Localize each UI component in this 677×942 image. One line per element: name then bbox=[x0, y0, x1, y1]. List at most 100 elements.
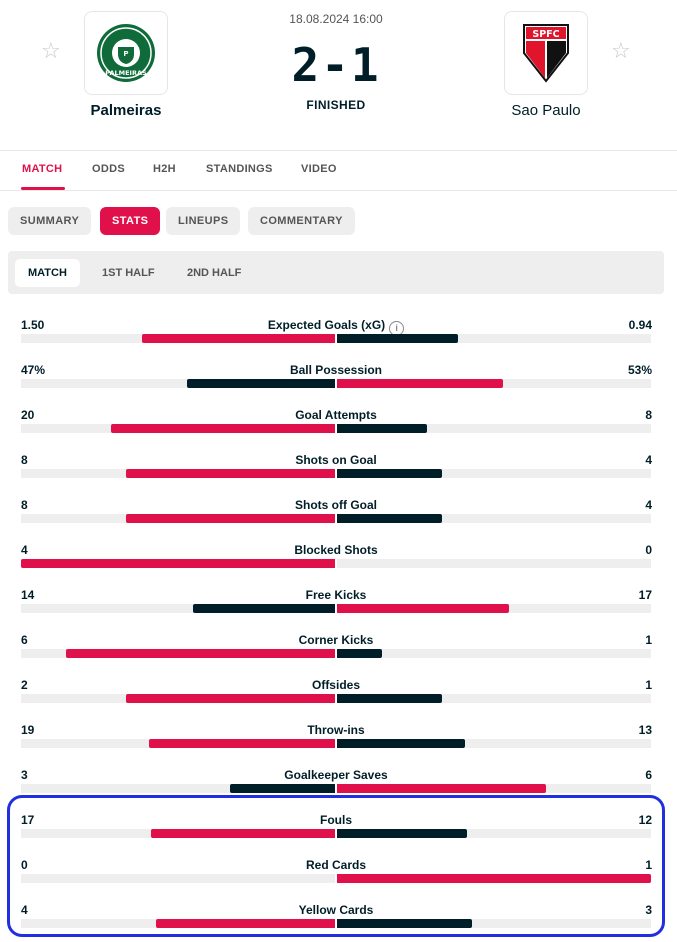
favorite-away-star-icon[interactable]: ☆ bbox=[611, 38, 631, 63]
sao-paulo-crest-icon: SPFC bbox=[523, 24, 569, 83]
stat-away-value: 4 bbox=[645, 498, 652, 512]
stat-name: Free Kicks bbox=[188, 588, 484, 602]
stat-away-bar-track bbox=[337, 559, 651, 568]
stat-away-bar-track bbox=[337, 784, 651, 793]
svg-text:PALMEIRAS: PALMEIRAS bbox=[105, 69, 147, 77]
stat-away-bar-track bbox=[337, 739, 651, 748]
stat-name: Yellow Cards bbox=[188, 903, 484, 917]
stat-away-bar bbox=[337, 514, 442, 523]
tab-standings[interactable]: STANDINGS bbox=[206, 163, 273, 175]
stat-name: Shots off Goal bbox=[188, 498, 484, 512]
stat-away-bar-track bbox=[337, 604, 651, 613]
stat-away-value: 4 bbox=[645, 453, 652, 467]
stat-away-value: 17 bbox=[638, 588, 652, 602]
away-team-name[interactable]: Sao Paulo bbox=[511, 102, 581, 119]
stat-name-label: Offsides bbox=[311, 678, 360, 692]
period-tab-match[interactable]: MATCH bbox=[15, 259, 80, 287]
stat-away-bar bbox=[337, 784, 547, 793]
stat-home-value: 1.50 bbox=[21, 318, 45, 332]
stat-home-value: 17 bbox=[21, 813, 35, 827]
stat-name: Fouls bbox=[188, 813, 484, 827]
stat-home-bar-track bbox=[21, 829, 335, 838]
match-datetime: 18.08.2024 16:00 bbox=[289, 12, 383, 26]
stat-name-label: Free Kicks bbox=[305, 588, 367, 602]
stat-home-bar bbox=[21, 559, 335, 568]
subtab-lineups[interactable]: LINEUPS bbox=[166, 207, 241, 235]
stat-home-bar bbox=[193, 604, 335, 613]
stat-away-bar bbox=[337, 874, 651, 883]
stat-away-value: 13 bbox=[638, 723, 652, 737]
stat-name: Corner Kicks bbox=[188, 633, 484, 647]
stat-name: Ball Possession bbox=[188, 363, 484, 377]
home-team-logo[interactable]: P PALMEIRAS bbox=[84, 11, 168, 95]
tab-match[interactable]: MATCH bbox=[22, 163, 63, 175]
stat-name: Goalkeeper Saves bbox=[188, 768, 484, 782]
stat-name-label: Fouls bbox=[320, 813, 352, 827]
stat-name-label: Goalkeeper Saves bbox=[284, 768, 388, 782]
tab-odds[interactable]: ODDS bbox=[92, 163, 125, 175]
stat-row: 4 Blocked Shots 0 bbox=[0, 537, 677, 582]
subtab-summary[interactable]: SUMMARY bbox=[8, 207, 92, 235]
stat-away-bar bbox=[337, 829, 467, 838]
stat-away-bar bbox=[337, 739, 465, 748]
stat-name-label: Corner Kicks bbox=[298, 633, 374, 647]
stat-home-bar-track bbox=[21, 559, 335, 568]
stat-away-bar-track bbox=[337, 829, 651, 838]
stat-row: 14 Free Kicks 17 bbox=[0, 582, 677, 627]
stat-away-bar bbox=[337, 334, 458, 343]
stat-home-value: 20 bbox=[21, 408, 35, 422]
stat-away-value: 1 bbox=[645, 858, 652, 872]
period-tab-2nd-half[interactable]: 2ND HALF bbox=[187, 267, 242, 279]
stat-row: 2 Offsides 1 bbox=[0, 672, 677, 717]
stat-name: Throw-ins bbox=[188, 723, 484, 737]
stat-home-bar-track bbox=[21, 514, 335, 523]
stat-home-bar-track bbox=[21, 424, 335, 433]
stat-name-label: Goal Attempts bbox=[295, 408, 377, 422]
stat-name-label: Blocked Shots bbox=[294, 543, 378, 557]
main-tabs: MATCH ODDS H2H STANDINGS VIDEO bbox=[0, 151, 677, 191]
stat-name-label: Shots off Goal bbox=[295, 498, 377, 512]
stat-home-value: 19 bbox=[21, 723, 35, 737]
stat-home-bar bbox=[148, 739, 335, 748]
match-status: FINISHED bbox=[306, 98, 366, 112]
stat-row: 3 Goalkeeper Saves 6 bbox=[0, 762, 677, 807]
period-tab-1st-half[interactable]: 1ST HALF bbox=[102, 267, 155, 279]
stat-away-bar bbox=[337, 604, 510, 613]
subtab-commentary[interactable]: COMMENTARY bbox=[248, 207, 355, 235]
home-team-name[interactable]: Palmeiras bbox=[90, 102, 162, 119]
tab-h2h[interactable]: H2H bbox=[153, 163, 176, 175]
stat-away-bar-track bbox=[337, 424, 651, 433]
svg-text:P: P bbox=[123, 50, 128, 58]
stat-home-bar-track bbox=[21, 604, 335, 613]
stat-row: 8 Shots off Goal 4 bbox=[0, 492, 677, 537]
stat-name: Expected Goals (xG) i bbox=[188, 318, 484, 336]
stat-name-label: Red Cards bbox=[305, 858, 367, 872]
stat-away-bar-track bbox=[337, 874, 651, 883]
stat-name: Goal Attempts bbox=[188, 408, 484, 422]
stat-home-bar-track bbox=[21, 739, 335, 748]
stat-home-bar-track bbox=[21, 379, 335, 388]
stat-home-bar-track bbox=[21, 694, 335, 703]
stat-home-value: 0 bbox=[21, 858, 28, 872]
stat-home-bar bbox=[155, 919, 335, 928]
away-team-logo[interactable]: SPFC bbox=[504, 11, 588, 95]
stat-row: 4 Yellow Cards 3 bbox=[0, 897, 677, 942]
stat-away-bar-track bbox=[337, 649, 651, 658]
stat-home-value: 4 bbox=[21, 543, 28, 557]
stat-home-value: 14 bbox=[21, 588, 35, 602]
stat-name: Shots on Goal bbox=[188, 453, 484, 467]
stat-name-label: Throw-ins bbox=[307, 723, 365, 737]
stat-home-bar bbox=[230, 784, 335, 793]
stat-row: 47% Ball Possession 53% bbox=[0, 357, 677, 402]
stat-row: 8 Shots on Goal 4 bbox=[0, 447, 677, 492]
tab-video[interactable]: VIDEO bbox=[301, 163, 337, 175]
subtab-stats[interactable]: STATS bbox=[100, 207, 161, 235]
palmeiras-crest-icon: P PALMEIRAS bbox=[97, 24, 155, 82]
stat-away-value: 1 bbox=[645, 633, 652, 647]
favorite-home-star-icon[interactable]: ☆ bbox=[41, 38, 61, 63]
match-header: ☆ P PALMEIRAS Palmeiras 18.08.2024 16:00… bbox=[0, 0, 677, 151]
stat-away-value: 53% bbox=[627, 363, 652, 377]
stat-away-value: 1 bbox=[645, 678, 652, 692]
stat-home-bar bbox=[125, 694, 335, 703]
stat-away-bar-track bbox=[337, 379, 651, 388]
